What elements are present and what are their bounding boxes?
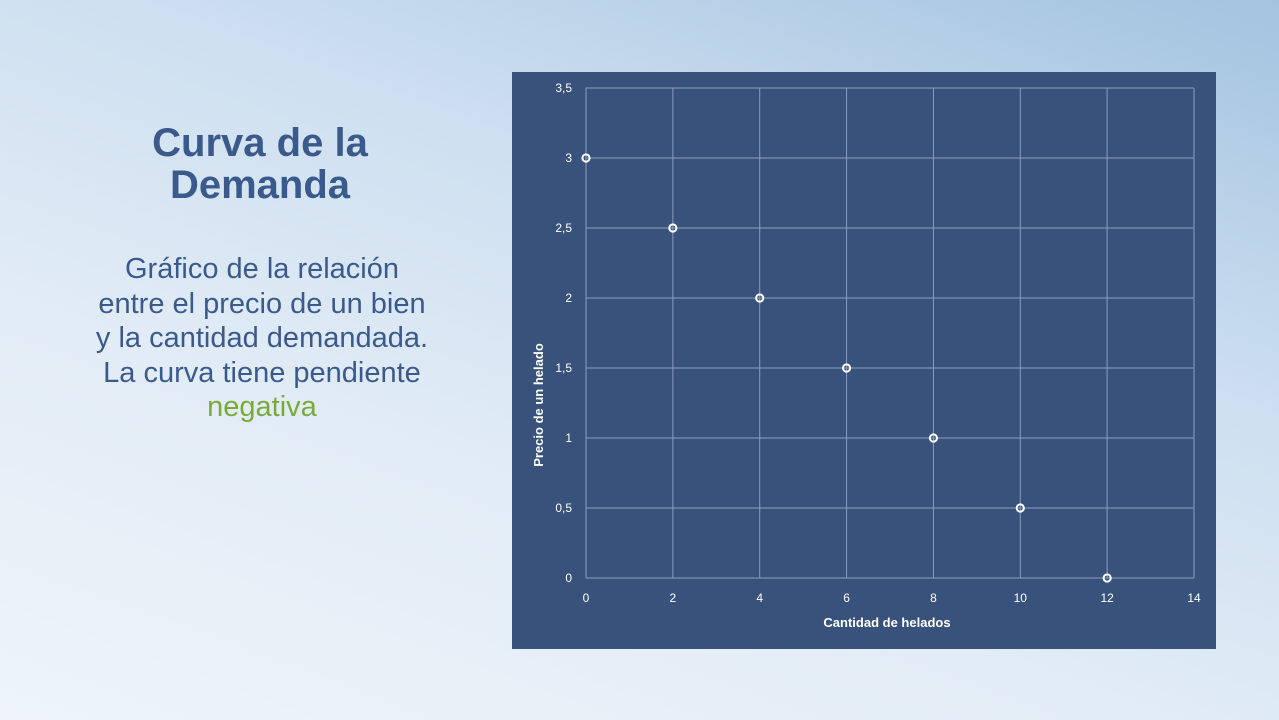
- description-line-1: Gráfico de la relación: [124, 253, 400, 285]
- chart-grid: [585, 87, 1195, 579]
- data-point: [841, 363, 852, 373]
- slide-title-line-2: Demanda: [169, 163, 351, 207]
- y-tick-label: 3,5: [555, 81, 572, 95]
- slide-title: Curva de la Demanda: [60, 122, 460, 206]
- data-point: [1102, 573, 1112, 583]
- description-line-4: La curva tiene pendiente: [103, 356, 421, 389]
- y-tick-label: 2: [565, 291, 572, 305]
- data-point: [928, 433, 939, 443]
- x-tick-label: 2: [670, 591, 677, 605]
- x-tick-label: 10: [1014, 591, 1028, 605]
- y-tick-label: 1,5: [555, 361, 572, 375]
- x-tick-label: 4: [756, 591, 763, 605]
- y-tick-label: 0: [565, 571, 572, 585]
- description-line-2: entre el precio de un bien: [98, 287, 426, 320]
- x-tick-label: 12: [1100, 591, 1114, 605]
- data-point: [581, 153, 591, 163]
- y-axis-label: Precio de un helado: [531, 343, 546, 467]
- x-tick-label: 6: [843, 591, 850, 605]
- x-tick-label: 0: [583, 591, 590, 605]
- description-line-3: y la cantidad demandada.: [95, 322, 429, 354]
- demand-chart: 0 2 4 6 8 10 12 14 0 0,5 1 1,5 2 2,5 3 3,5 Precio de un…: [512, 72, 1216, 649]
- data-point: [1015, 503, 1025, 513]
- data-point: [755, 293, 765, 303]
- y-tick-label: 3: [565, 151, 572, 165]
- chart-tick-labels: 0 2 4 6 8 10 12 14 0 0,5 1 1,5 2 2,5 3 3,5: [555, 81, 1201, 605]
- y-tick-label: 2,5: [555, 221, 572, 235]
- y-tick-label: 0,5: [555, 501, 572, 515]
- slide-description: Gráfico de la relación entre el precio d…: [52, 252, 472, 425]
- x-tick-label: 14: [1187, 591, 1201, 605]
- x-tick-label: 8: [930, 591, 937, 605]
- x-axis-label: Cantidad de helados: [823, 615, 950, 630]
- data-point: [668, 223, 678, 233]
- y-tick-label: 1: [565, 431, 572, 445]
- chart-data-points: [581, 153, 1112, 583]
- description-accent-word: negativa: [207, 391, 317, 423]
- chart-canvas: 0 2 4 6 8 10 12 14 0 0,5 1 1,5 2 2,5 3 3,5 Precio de un…: [531, 81, 1201, 630]
- slide-title-line-1: Curva de la: [152, 121, 368, 165]
